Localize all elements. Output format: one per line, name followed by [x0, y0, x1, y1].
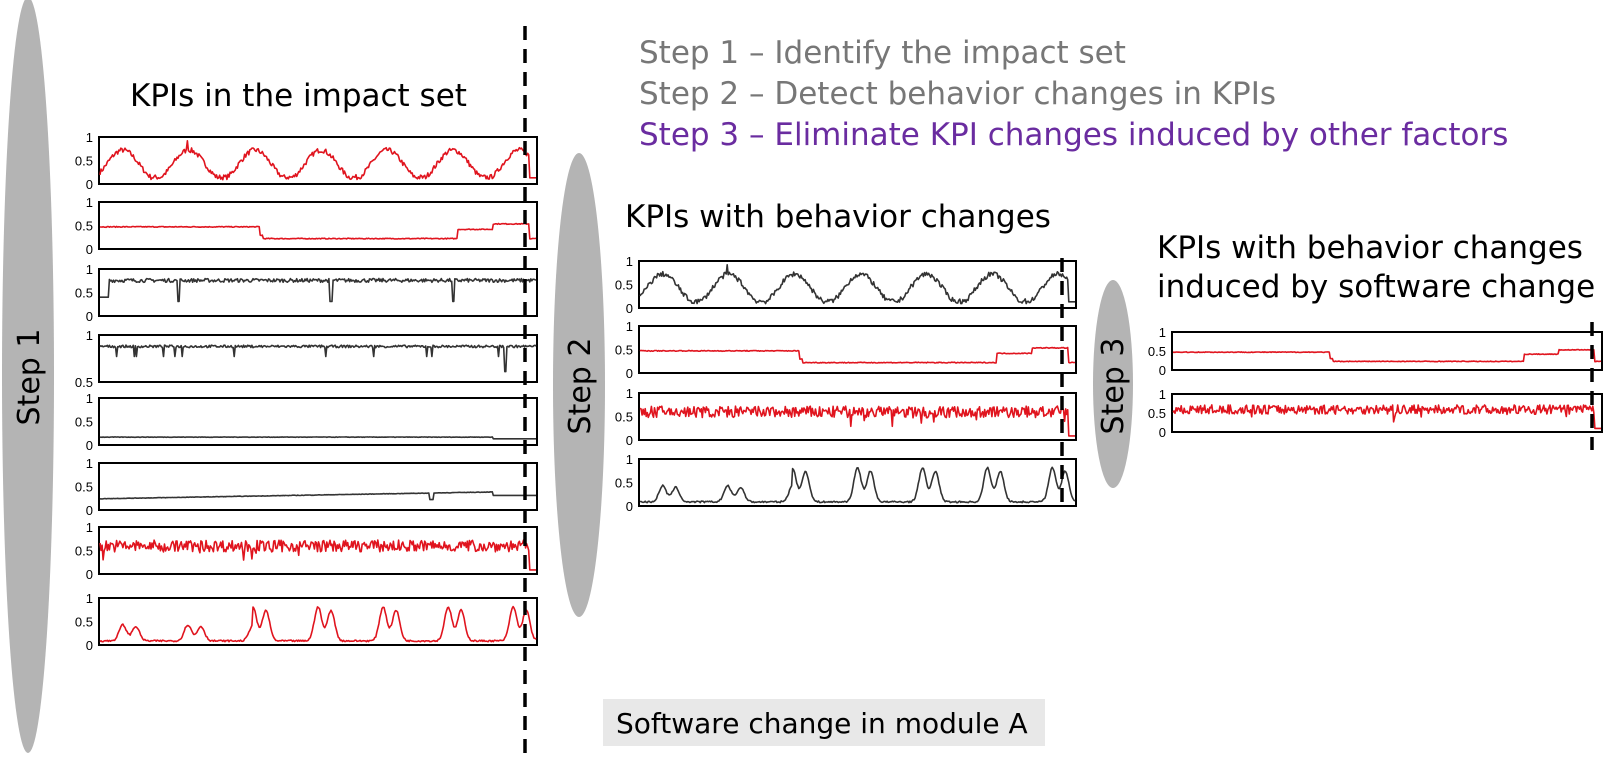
y-tick-label: 1 [626, 386, 633, 401]
stage1-kpi-chart-3: 10.50 [75, 262, 538, 324]
step2-ellipse [553, 153, 605, 617]
kpi-series-line [100, 222, 537, 240]
y-tick-label: 1 [626, 452, 633, 467]
y-tick-label: 0.5 [75, 615, 93, 630]
step-list-item-2: Step 2 – Detect behavior changes in KPIs [639, 76, 1276, 112]
y-tick-label: 0 [86, 638, 93, 653]
step-list-item-1: Step 1 – Identify the impact set [639, 35, 1126, 71]
chart-frame [98, 462, 538, 511]
stage1-kpi-chart-2: 10.50 [75, 195, 538, 257]
y-tick-label: 0.5 [75, 544, 93, 559]
y-tick-label: 0 [86, 177, 93, 192]
y-tick-label: 0.5 [75, 219, 93, 234]
y-tick-label: 1 [86, 130, 93, 145]
y-tick-label: 0 [1159, 363, 1166, 378]
y-tick-label: 0 [626, 366, 633, 381]
kpi-series-line [99, 605, 537, 643]
y-tick-label: 0 [626, 301, 633, 316]
y-tick-label: 1 [86, 456, 93, 471]
y-tick-label: 1 [86, 195, 93, 210]
y-tick-label: 0.5 [1148, 406, 1166, 421]
y-tick-label: 0 [86, 309, 93, 324]
stage1-heading: KPIs in the impact set [130, 78, 467, 114]
y-tick-label: 1 [626, 319, 633, 334]
chart-frame [98, 136, 538, 185]
y-tick-label: 0.5 [615, 476, 633, 491]
y-tick-label: 1 [1159, 387, 1166, 402]
chart-frame [98, 397, 538, 446]
chart-frame [98, 268, 538, 317]
y-tick-label: 1 [1159, 325, 1166, 340]
stage3-heading-line2: induced by software change [1157, 269, 1595, 305]
y-tick-label: 1 [86, 591, 93, 606]
kpi-series-line [100, 277, 537, 303]
stage1-kpi-chart-6: 10.50 [75, 456, 538, 518]
step1-ellipse [2, 0, 54, 753]
stage1-kpi-chart-8: 10.50 [75, 591, 538, 653]
y-tick-label: 0.5 [75, 286, 93, 301]
step1-label: Step 1 [12, 329, 47, 426]
y-tick-label: 1 [86, 262, 93, 277]
y-tick-label: 0.5 [75, 375, 93, 390]
stage2-kpi-chart-3: 10.50 [615, 386, 1077, 448]
kpi-series-line [99, 491, 536, 501]
footer-label: Software change in module A [616, 707, 1028, 740]
y-tick-label: 1 [626, 254, 633, 269]
y-tick-label: 0 [1159, 425, 1166, 440]
kpi-series-line [99, 344, 537, 373]
kpi-series-line [99, 140, 536, 181]
stage1-kpi-chart-7: 10.50 [75, 520, 538, 582]
kpi-series-line [639, 346, 1076, 364]
step2-label: Step 2 [563, 338, 598, 435]
y-tick-label: 0 [86, 503, 93, 518]
stage2-kpi-chart-1: 10.50 [615, 254, 1077, 316]
chart-frame [98, 201, 538, 250]
kpi-series-line [639, 264, 1075, 305]
kpi-series-line [1172, 404, 1601, 430]
stage1-kpi-chart-5: 10.50 [75, 391, 538, 453]
stage3-kpi-chart-2: 10.50 [1148, 387, 1603, 440]
kpi-series-line [639, 405, 1075, 437]
stage1-kpi-chart-1: 10.50 [75, 130, 538, 192]
y-tick-label: 0 [626, 433, 633, 448]
y-tick-label: 1 [86, 328, 93, 343]
stage3-heading-line1: KPIs with behavior changes [1157, 230, 1583, 266]
kpi-series-line [640, 466, 1076, 504]
y-tick-label: 0 [86, 438, 93, 453]
y-tick-label: 1 [86, 391, 93, 406]
kpi-series-line [99, 436, 536, 440]
y-tick-label: 0 [86, 567, 93, 582]
chart-frame [638, 325, 1077, 374]
stage2-kpi-chart-4: 10.50 [615, 452, 1077, 514]
stage2-kpi-chart-2: 10.50 [615, 319, 1077, 381]
y-tick-label: 0.5 [75, 154, 93, 169]
y-tick-label: 0.5 [615, 278, 633, 293]
stage2-heading: KPIs with behavior changes [625, 199, 1051, 235]
step3-ellipse [1093, 280, 1133, 488]
y-tick-label: 0 [626, 499, 633, 514]
chart-frame [638, 260, 1077, 309]
y-tick-label: 0.5 [615, 343, 633, 358]
y-tick-label: 1 [86, 520, 93, 535]
chart-frame [98, 334, 538, 383]
kpi-charts: 10.5010.5010.5010.510.5010.5010.5010.501… [75, 130, 1603, 653]
y-tick-label: 0.5 [75, 480, 93, 495]
kpi-series-line [1172, 348, 1602, 363]
step-list-item-3: Step 3 – Eliminate KPI changes induced b… [639, 117, 1508, 153]
chart-frame [638, 392, 1077, 441]
kpi-series-line [99, 539, 536, 571]
footer-box [603, 699, 1045, 746]
chart-frame [1171, 331, 1603, 371]
chart-frame [98, 597, 538, 646]
y-tick-label: 0.5 [1148, 344, 1166, 359]
stage1-kpi-chart-4: 10.5 [75, 328, 538, 390]
y-tick-label: 0.5 [75, 415, 93, 430]
stage3-kpi-chart-1: 10.50 [1148, 325, 1603, 378]
y-tick-label: 0 [86, 242, 93, 257]
y-tick-label: 0.5 [615, 410, 633, 425]
step3-label: Step 3 [1096, 338, 1131, 435]
chart-frame [638, 458, 1077, 507]
